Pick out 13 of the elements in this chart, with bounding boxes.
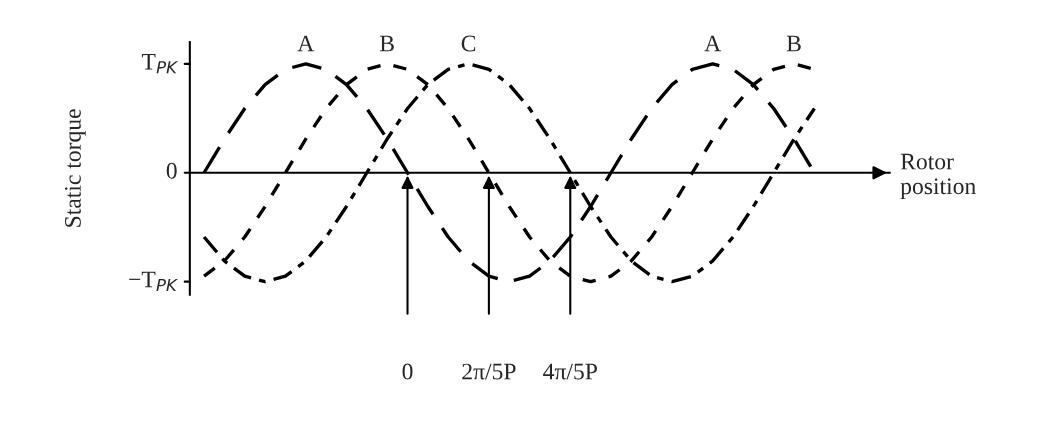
series-label: B <box>379 35 394 52</box>
text: B <box>786 35 801 52</box>
series-label: A <box>297 35 315 52</box>
y-axis-title: Static torque <box>65 109 86 227</box>
x-tick-label: 0 <box>402 363 413 380</box>
text: A <box>704 35 722 52</box>
text: 0 <box>166 162 177 179</box>
series-label: C <box>461 35 476 52</box>
text: T$_{PK}$ <box>141 53 179 74</box>
x-tick-label: 2π/5P <box>462 363 516 380</box>
x-tick-label: 4π/5P <box>543 363 597 380</box>
x-axis-title: Rotor position <box>900 153 976 200</box>
text: −T$_{PK}$ <box>129 271 178 292</box>
